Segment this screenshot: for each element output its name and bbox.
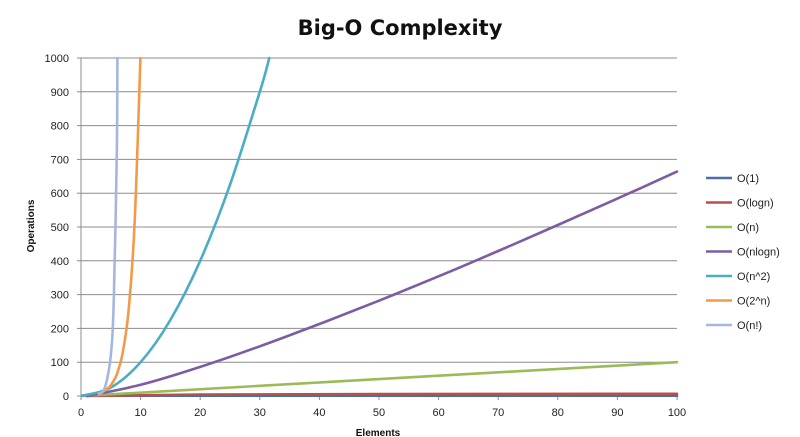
series-line-6 bbox=[97, 56, 142, 395]
y-tick-label: 500 bbox=[51, 222, 69, 234]
x-axis-label: Elements bbox=[356, 428, 401, 437]
legend-label: O(n!) bbox=[737, 320, 762, 332]
y-tick-label: 700 bbox=[51, 154, 69, 166]
legend: O(1) O(logn) O(n) O(nlogn) O(n^2) O(2^n) O(n!) bbox=[706, 173, 780, 332]
y-tick-label: 900 bbox=[51, 87, 69, 99]
series-line-3 bbox=[81, 360, 679, 398]
x-tick-label: 30 bbox=[254, 407, 266, 419]
y-tick-label: 600 bbox=[51, 188, 69, 200]
series-line-2 bbox=[85, 392, 679, 398]
x-tick-label: 0 bbox=[78, 407, 84, 419]
y-tick-label: 200 bbox=[51, 323, 69, 335]
y-tick-label: 1000 bbox=[45, 53, 69, 65]
x-tick-label: 40 bbox=[313, 407, 325, 419]
y-tick-label: 300 bbox=[51, 290, 69, 302]
x-tick-label: 70 bbox=[492, 407, 504, 419]
y-tick-label: 100 bbox=[51, 357, 69, 369]
x-tick-label: 90 bbox=[611, 407, 623, 419]
series-line-4 bbox=[85, 170, 679, 398]
y-axis-label: Operations bbox=[26, 199, 37, 252]
x-tick-label: 10 bbox=[134, 407, 146, 419]
series-lines bbox=[81, 56, 679, 398]
x-tick-label: 20 bbox=[194, 407, 206, 419]
series-line-7 bbox=[97, 56, 119, 396]
series-line-5 bbox=[81, 56, 271, 398]
legend-label: O(1) bbox=[737, 173, 759, 185]
x-tick-label: 80 bbox=[552, 407, 564, 419]
y-tick-label: 800 bbox=[51, 121, 69, 133]
tick-labels: 0 100 200 300 400 500 600 700 800 900 1000 0 10 20 30 4… bbox=[45, 53, 687, 419]
legend-label: O(n) bbox=[737, 222, 759, 234]
legend-label: O(2^n) bbox=[737, 296, 770, 308]
chart-title: Big-O Complexity bbox=[298, 16, 503, 40]
x-tick-label: 100 bbox=[668, 407, 686, 419]
legend-label: O(nlogn) bbox=[737, 247, 780, 259]
y-tick-label: 400 bbox=[51, 256, 69, 268]
x-tick-label: 60 bbox=[432, 407, 444, 419]
x-tick-label: 50 bbox=[373, 407, 385, 419]
legend-label: O(n^2) bbox=[737, 271, 770, 283]
gridlines bbox=[81, 57, 677, 363]
legend-label: O(logn) bbox=[737, 198, 774, 210]
y-tick-label: 0 bbox=[63, 391, 69, 403]
